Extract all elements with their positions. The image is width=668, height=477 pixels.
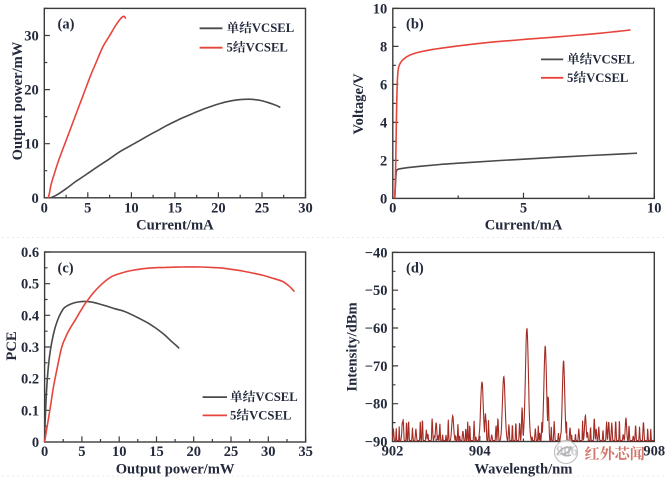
- svg-text:Intensity/dBm: Intensity/dBm: [345, 302, 361, 391]
- svg-text:35: 35: [298, 444, 313, 460]
- svg-text:0: 0: [380, 191, 387, 207]
- svg-text:Voltage/V: Voltage/V: [351, 73, 367, 135]
- svg-text:30: 30: [261, 444, 276, 460]
- svg-text:20: 20: [211, 201, 226, 217]
- svg-text:−60: −60: [365, 321, 388, 337]
- svg-text:5: 5: [227, 41, 233, 55]
- svg-text:0: 0: [389, 201, 396, 217]
- svg-text:PCE: PCE: [4, 331, 20, 360]
- svg-text:10: 10: [124, 201, 139, 217]
- svg-text:(d): (d): [406, 260, 424, 276]
- svg-text:0: 0: [32, 435, 39, 451]
- svg-text:0.5: 0.5: [21, 277, 39, 293]
- svg-text:VCSEL: VCSEL: [246, 41, 288, 55]
- svg-text:20: 20: [24, 83, 39, 99]
- svg-text:VCSEL: VCSEL: [592, 52, 634, 66]
- svg-text:5: 5: [230, 408, 236, 422]
- svg-text:Current/mA: Current/mA: [136, 218, 214, 234]
- svg-text:4: 4: [380, 115, 387, 131]
- svg-text:(b): (b): [406, 17, 424, 33]
- svg-text:0.4: 0.4: [21, 308, 39, 324]
- svg-text:0.2: 0.2: [21, 372, 39, 388]
- svg-text:−90: −90: [365, 435, 388, 451]
- svg-text:0: 0: [32, 191, 39, 207]
- svg-text:10: 10: [647, 201, 662, 217]
- svg-text:5: 5: [567, 71, 573, 85]
- svg-text:−80: −80: [365, 397, 388, 413]
- svg-text:Output power/mW: Output power/mW: [10, 41, 26, 160]
- svg-text:Output power/mW: Output power/mW: [116, 462, 235, 477]
- svg-text:25: 25: [224, 444, 239, 460]
- svg-text:2: 2: [380, 153, 387, 169]
- svg-text:902: 902: [382, 444, 404, 460]
- svg-text:10: 10: [112, 444, 127, 460]
- svg-text:10: 10: [373, 1, 388, 17]
- svg-text:5: 5: [78, 444, 85, 460]
- svg-text:20: 20: [186, 444, 201, 460]
- svg-text:VCSEL: VCSEL: [255, 390, 297, 404]
- svg-text:0.6: 0.6: [21, 245, 39, 261]
- svg-text:0: 0: [41, 444, 48, 460]
- svg-text:30: 30: [298, 201, 313, 217]
- svg-text:30: 30: [24, 29, 39, 45]
- svg-text:Current/mA: Current/mA: [485, 218, 563, 234]
- svg-text:6: 6: [380, 77, 387, 93]
- svg-text:8: 8: [380, 39, 387, 55]
- svg-text:−50: −50: [365, 283, 388, 299]
- svg-text:5: 5: [520, 201, 527, 217]
- svg-text:VCSEL: VCSEL: [586, 71, 628, 85]
- svg-text:5: 5: [84, 201, 91, 217]
- svg-text:0.1: 0.1: [21, 403, 39, 419]
- svg-text:0.3: 0.3: [21, 340, 39, 356]
- svg-text:−40: −40: [365, 245, 388, 261]
- svg-text:908: 908: [643, 444, 665, 460]
- svg-text:(c): (c): [58, 260, 74, 276]
- svg-text:VCSEL: VCSEL: [249, 408, 291, 422]
- svg-text:VCSEL: VCSEL: [252, 21, 294, 35]
- svg-text:(a): (a): [58, 17, 75, 33]
- svg-text:15: 15: [168, 201, 183, 217]
- svg-text:−70: −70: [365, 359, 388, 375]
- svg-text:25: 25: [255, 201, 270, 217]
- svg-text:904: 904: [469, 444, 491, 460]
- svg-text:Wavelength/nm: Wavelength/nm: [474, 462, 572, 477]
- svg-text:15: 15: [149, 444, 164, 460]
- svg-text:0: 0: [41, 201, 48, 217]
- svg-text:10: 10: [24, 137, 39, 153]
